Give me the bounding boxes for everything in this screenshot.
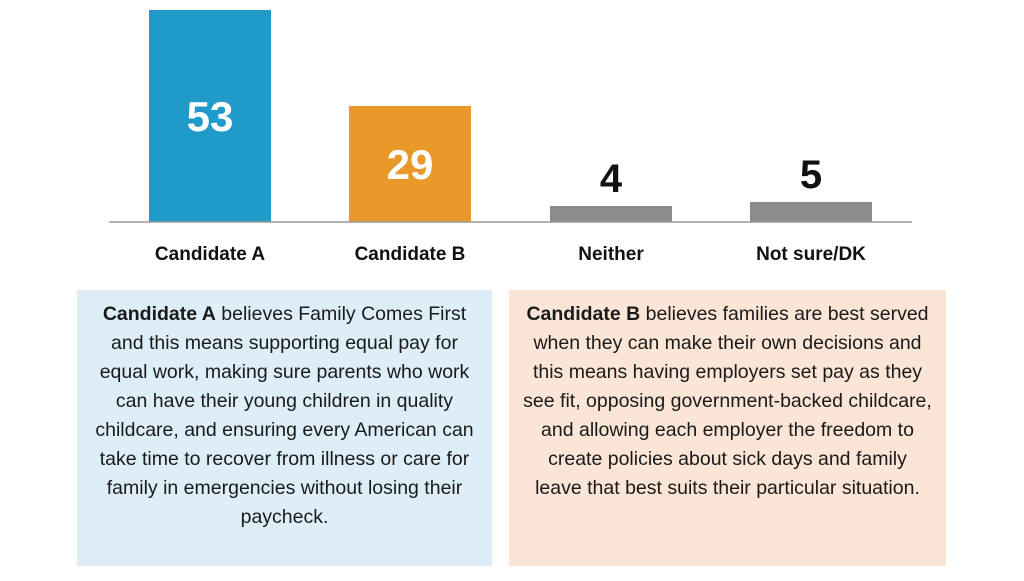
bar-not-sure-dk: [750, 202, 872, 222]
candidate-b-description-box: Candidate B believes families are best s…: [509, 290, 946, 566]
value-label-not-sure-dk: 5: [800, 153, 822, 197]
candidate-a-description-box: Candidate A believes Family Comes First …: [77, 290, 492, 566]
category-label-candidate-b: Candidate B: [355, 244, 466, 265]
category-label-not-sure-dk: Not sure/DK: [756, 244, 866, 265]
bar-chart: 53 Candidate A 29 Candidate B 4 Neither 5 Not s…: [109, 10, 912, 265]
value-label-neither: 4: [600, 157, 623, 201]
bar-candidate-a: [149, 10, 271, 222]
bar-neither: [550, 206, 672, 222]
candidate-a-name: Candidate A: [102, 303, 216, 325]
category-label-neither: Neither: [578, 244, 644, 265]
candidate-a-description-text: believes Family Comes First and this mea…: [95, 303, 474, 528]
bar-candidate-b: [349, 106, 471, 222]
value-label-candidate-b: 29: [387, 141, 434, 188]
category-label-candidate-a: Candidate A: [155, 244, 265, 265]
value-label-candidate-a: 53: [187, 93, 234, 140]
candidate-b-name: Candidate B: [526, 303, 641, 325]
candidate-b-description-text: believes families are best served when t…: [523, 303, 932, 499]
